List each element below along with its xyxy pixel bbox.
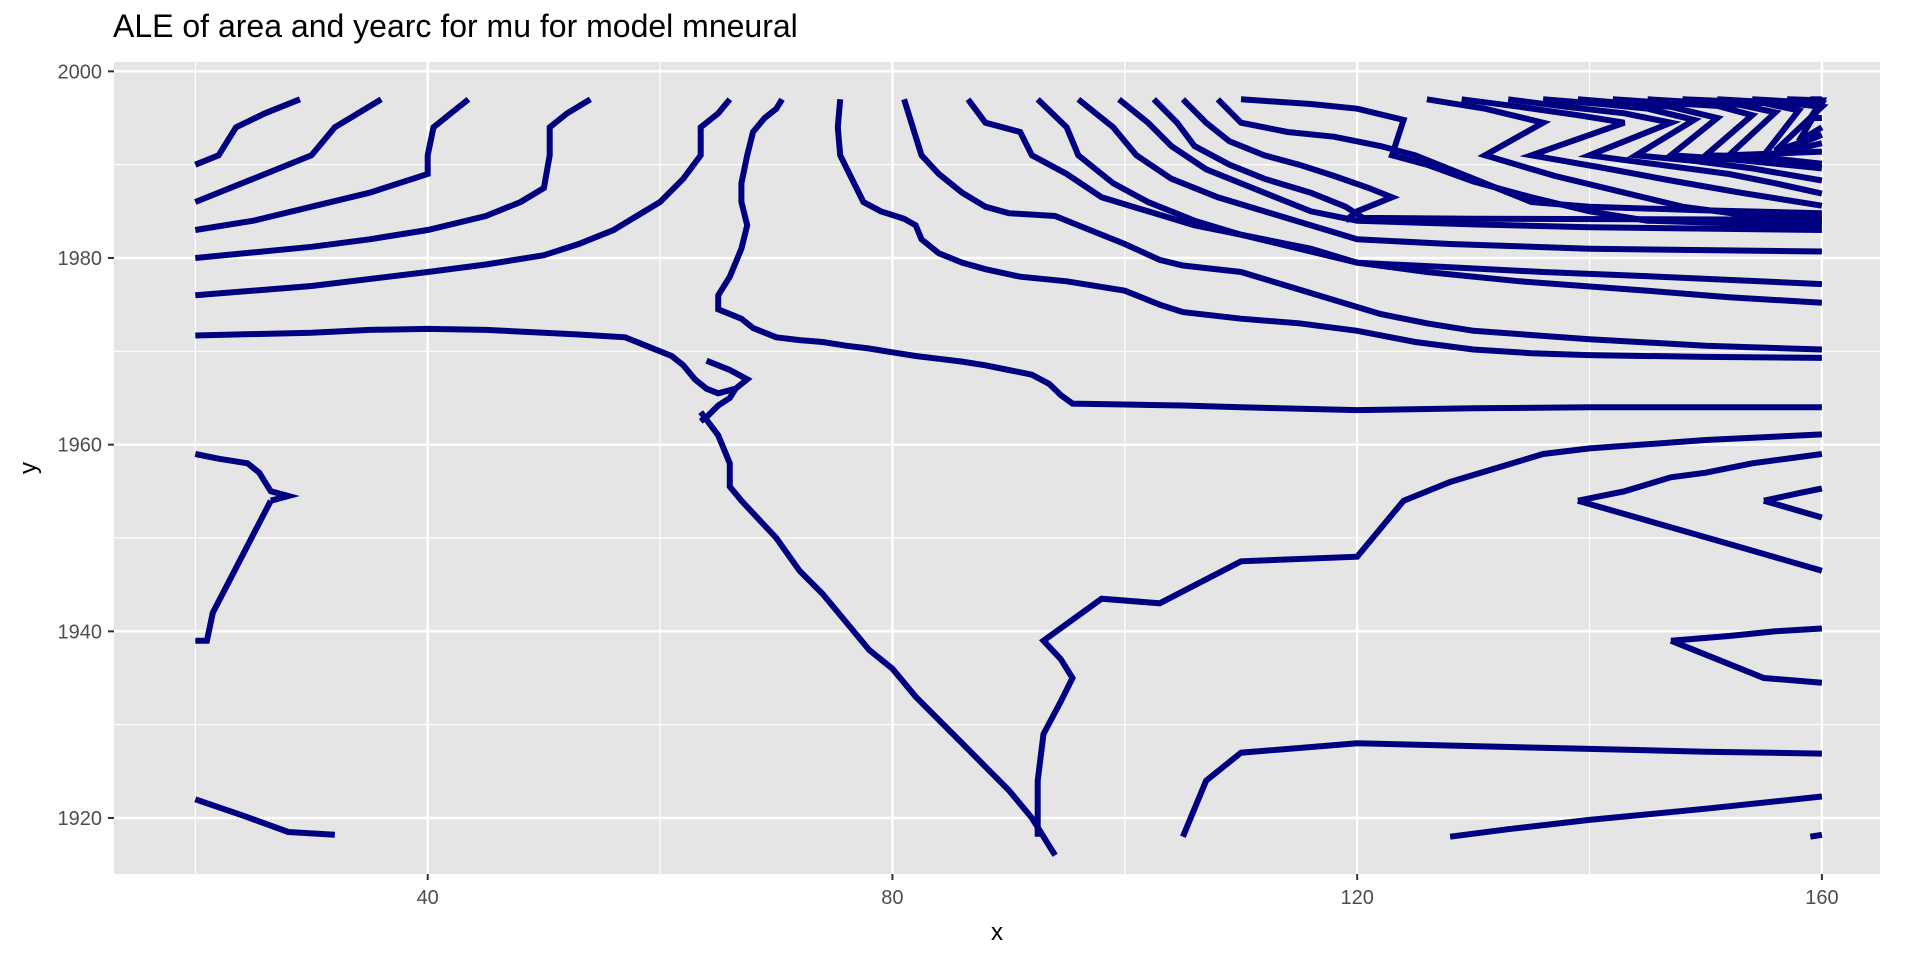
contour-line-37 xyxy=(1577,497,1823,574)
y-axis-title: y xyxy=(15,462,42,474)
contour-line-11 xyxy=(901,98,1822,353)
major-gridlines xyxy=(114,62,1880,874)
y-axis: 1920 1940 1960 1980 2000 xyxy=(58,61,114,830)
contour-line-6 xyxy=(195,325,753,397)
contour-line-38 xyxy=(1763,485,1823,504)
contour-line-39 xyxy=(1762,497,1823,521)
contour-line-18 xyxy=(1215,97,1822,217)
contour-line-15 xyxy=(1117,96,1822,233)
y-tick-label: 1960 xyxy=(58,435,103,457)
contour-line-5 xyxy=(195,97,733,299)
contour-line-33 xyxy=(195,499,274,644)
x-tick-label: 40 xyxy=(417,887,439,909)
contour-line-42 xyxy=(1180,740,1822,838)
x-axis: 40 80 120 160 xyxy=(417,874,1839,909)
contour-line-1 xyxy=(194,96,302,168)
x-axis-title: x xyxy=(991,919,1003,946)
contour-line-41 xyxy=(1669,637,1823,686)
contour-line-44 xyxy=(1809,831,1823,840)
contour-line-13 xyxy=(1035,97,1823,288)
contour-line-32 xyxy=(194,451,300,504)
contour-line-2 xyxy=(194,96,383,205)
contour-line-22 xyxy=(1507,96,1823,197)
contour-line-20 xyxy=(1426,96,1823,222)
contour-line-30 xyxy=(1787,96,1828,121)
contour-line-36 xyxy=(1577,451,1823,504)
contour-line-3 xyxy=(194,96,471,233)
y-tick-label: 1920 xyxy=(58,808,103,830)
chart-title: ALE of area and yearc for mu for model m… xyxy=(113,8,798,44)
contour-line-16 xyxy=(1151,97,1822,223)
contour-line-40 xyxy=(1670,625,1823,644)
contour-line-24 xyxy=(1577,96,1823,172)
contour-lines xyxy=(194,96,1829,857)
contour-line-10 xyxy=(834,99,1822,361)
contour-line-21 xyxy=(1461,96,1823,209)
contour-line-35 xyxy=(1034,431,1823,837)
contour-line-19 xyxy=(1240,96,1822,228)
contour-line-4 xyxy=(195,96,592,261)
contour-line-34 xyxy=(194,796,335,838)
y-tick-label: 2000 xyxy=(58,61,103,83)
plot-panel xyxy=(114,62,1880,874)
y-tick-label: 1940 xyxy=(58,621,103,643)
contour-line-9 xyxy=(715,97,1822,414)
contour-line-17 xyxy=(1180,97,1401,224)
x-tick-label: 80 xyxy=(881,887,903,909)
contour-line-14 xyxy=(1076,96,1822,255)
contour-line-8 xyxy=(698,410,1058,857)
x-tick-label: 160 xyxy=(1805,887,1838,909)
y-tick-label: 1980 xyxy=(58,248,103,270)
x-tick-label: 120 xyxy=(1340,887,1373,909)
contour-line-43 xyxy=(1449,793,1823,840)
